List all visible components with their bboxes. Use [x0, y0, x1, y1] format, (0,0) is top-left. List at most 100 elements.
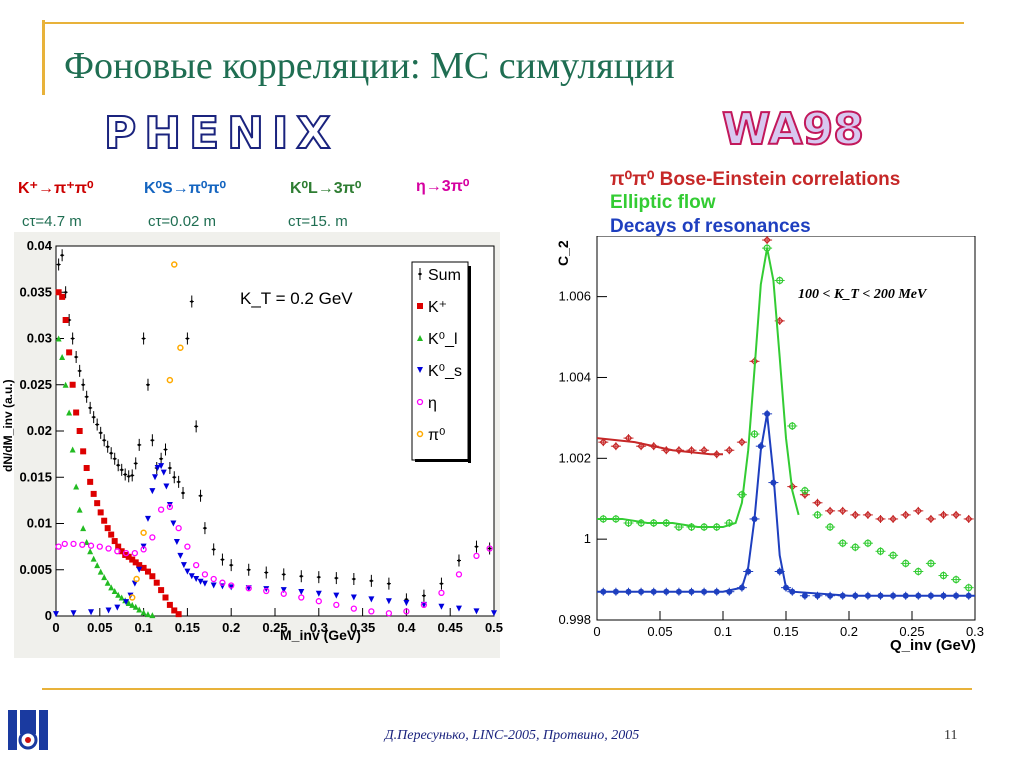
left-series-0-point [351, 573, 356, 585]
left-series-1-point [97, 509, 104, 516]
left-series-3-point [368, 596, 375, 603]
left-series-0-point [229, 559, 234, 572]
left-series-3-point [298, 588, 305, 595]
left-series-4-point [79, 541, 86, 548]
right-series-1-point [850, 543, 861, 552]
left-series-4-point [105, 545, 112, 552]
left-series-0-point [211, 543, 216, 556]
left-series-4-point [175, 524, 182, 532]
left-series-0-point [105, 440, 110, 453]
left-series-4-point [473, 552, 480, 560]
left-series-2-point [87, 548, 94, 555]
right-xtick-label: 0.2 [840, 624, 858, 639]
left-series-1-point [129, 556, 136, 563]
left-series-4-point [61, 540, 68, 548]
left-series-0-point [185, 332, 190, 345]
right-series-1-point [598, 514, 609, 523]
decay-k-plus: K⁺→π⁺π⁰ [18, 180, 94, 197]
left-series-4-point [114, 548, 121, 555]
right-series-2-point [755, 442, 766, 451]
left-series-4-point [486, 545, 493, 552]
right-series-0-point [736, 438, 747, 447]
left-series-3-point [158, 463, 165, 470]
right-series-1-point [699, 523, 710, 532]
left-series-2-point [101, 574, 108, 581]
left-series-3-point [163, 483, 170, 490]
left-series-3-point [105, 607, 112, 614]
right-series-0-point [648, 442, 659, 451]
left-xtick-label: 0.3 [310, 620, 328, 635]
left-series-0-point [98, 426, 103, 439]
right-series-2-point [837, 591, 848, 600]
right-series-2-point [711, 587, 722, 596]
left-series-4-point [184, 543, 191, 550]
institute-logo [8, 710, 48, 750]
right-series-1-point [938, 571, 949, 580]
left-series-0-point [116, 459, 121, 472]
left-series-0-point [487, 542, 492, 555]
right-series-1-point [913, 567, 924, 576]
left-series-0-point [56, 258, 61, 271]
right-ytick-label: 1.006 [558, 289, 591, 304]
left-series-4-point [298, 594, 305, 601]
left-series-4-point [55, 543, 62, 550]
left-series-1-point [104, 525, 111, 532]
right-chart: 0 0.05 0.1 0.15 0.2 0.25 0.3 0.998 1 1.002 1.004 1.… [555, 236, 984, 654]
left-ytick-label: 0.04 [27, 238, 53, 253]
right-series-0-point [925, 514, 936, 523]
right-series-2-point [862, 591, 873, 600]
left-series-4-point [157, 506, 165, 513]
legend-marker [416, 430, 424, 438]
left-series-4-point [122, 549, 130, 557]
right-xtick-label: 0.3 [966, 624, 984, 639]
right-series-2-point [598, 587, 609, 596]
left-series-2-point [111, 588, 118, 595]
right-ytick-label: 1.004 [558, 369, 591, 384]
left-series-4-point [350, 605, 357, 612]
left-series-0-point [123, 468, 128, 481]
left-series-0-point [137, 438, 142, 451]
ctau-k0l: cτ=15. m [288, 213, 348, 230]
right-series-1-point [787, 421, 798, 430]
left-series-2-point [140, 609, 147, 616]
left-series-3-point [114, 604, 121, 611]
left-series-2-point [104, 579, 111, 586]
left-series-1-point [55, 289, 62, 296]
right-series-2-point [925, 591, 936, 600]
left-series-5-point [166, 376, 174, 384]
right-ytick-label: 1 [584, 531, 591, 546]
left-series-4-point [245, 585, 252, 592]
right-series-0-point [900, 510, 911, 519]
right-series-0-point [951, 510, 962, 519]
left-series-1-point [101, 517, 108, 524]
legend-label: K⁰_s [428, 363, 462, 380]
left-series-0-point [220, 553, 225, 566]
left-ytick-label: 0.02 [27, 423, 52, 438]
left-series-3-point [123, 599, 130, 606]
left-series-1-point [83, 465, 90, 471]
left-series-0-point [77, 364, 82, 377]
left-series-0-point [88, 401, 93, 414]
left-ytick-label: 0.01 [27, 516, 52, 531]
left-ytick-label: 0.035 [19, 284, 52, 299]
right-series-1-point [837, 539, 848, 548]
left-series-3-point [455, 605, 462, 612]
left-series-0-point [386, 577, 391, 590]
left-series-4-point [385, 610, 393, 617]
left-series-4-point [96, 543, 103, 550]
left-series-3-point [88, 609, 95, 616]
right-series-2-point [768, 478, 779, 487]
decay-k0l: K⁰L→3π⁰ [290, 180, 362, 197]
left-series-3-point [193, 576, 200, 582]
left-series-4-point [87, 542, 95, 549]
right-series-2-point [938, 591, 949, 600]
left-series-5-point [128, 594, 136, 601]
left-series-0-point [474, 540, 479, 553]
left-series-1-point [94, 500, 101, 507]
left-series-4-point [403, 608, 410, 615]
left-series-3-point [188, 573, 195, 580]
right-series-0-point [837, 506, 848, 515]
left-series-0-point [109, 447, 114, 460]
right-series-2-point [963, 591, 974, 600]
right-series-2-point [661, 587, 672, 596]
